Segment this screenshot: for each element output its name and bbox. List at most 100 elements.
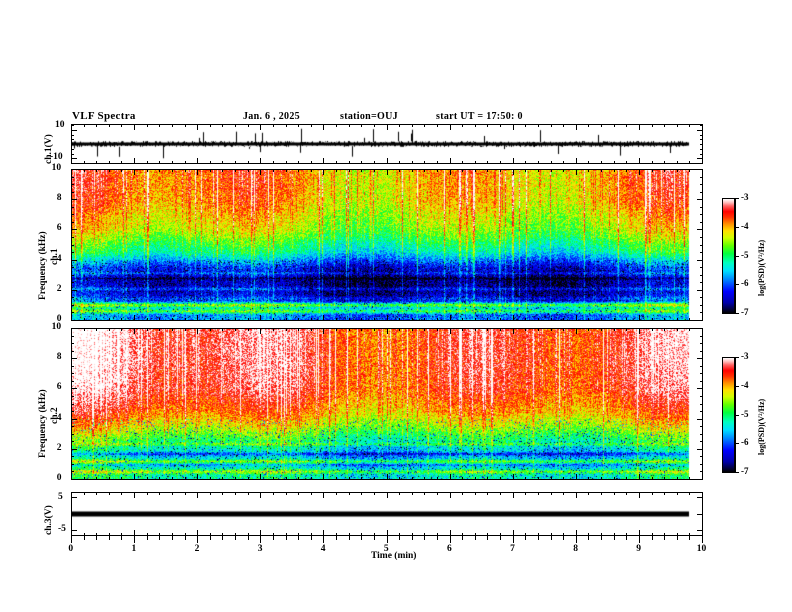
- ch2-spectrogram-xtick: [664, 328, 666, 331]
- ch1-spectrogram-ytick: [71, 252, 74, 254]
- ch1-spectrogram-xtick: [171, 318, 173, 321]
- ch2-spectrogram-ytick: [71, 350, 74, 352]
- x-axis-tick: [462, 536, 464, 540]
- ch2-spectrogram-xtick: [373, 328, 375, 331]
- colorbar-tick-label-neg5: -5: [741, 408, 749, 419]
- ch2-spectrogram-xtick: [651, 328, 653, 331]
- ch1-waveform-xtick: [83, 161, 85, 164]
- ch2-spectrogram-xtick: [83, 328, 85, 331]
- ch2-spectrogram-ytick: [71, 448, 77, 450]
- ch2-spectrogram-xtick: [702, 328, 703, 334]
- ch1-spectrogram-ytick: [700, 221, 703, 223]
- ch3-waveform-xtick: [71, 492, 72, 498]
- ch1-waveform-xtick: [235, 124, 237, 127]
- ch3-waveform-ytick: [697, 530, 703, 531]
- ch1-waveform-ytick: [700, 148, 703, 150]
- ch1-waveform-ytick: [700, 153, 703, 155]
- ch2-spectrogram-xtick: [487, 477, 489, 480]
- ch1-spectrogram-ytick: [697, 259, 703, 261]
- ch1-waveform-xtick: [550, 124, 552, 127]
- ch2-spectrogram-xtick: [222, 328, 224, 331]
- ch3-waveform-xtick: [512, 492, 514, 498]
- ch1-waveform-xtick: [108, 161, 110, 164]
- ch1-waveform-ytick: [700, 163, 703, 164]
- ch1-spectrogram-ytick-label-10: 10: [51, 163, 62, 173]
- ch2-spectrogram-xtick: [159, 328, 161, 331]
- ch3-waveform-xtick: [209, 533, 211, 536]
- ch1-spectrogram-xtick: [537, 318, 539, 321]
- ch3-waveform-xtick: [209, 492, 211, 495]
- ch2-spectrogram-ytick: [700, 395, 703, 397]
- ch3-waveform-xtick: [411, 492, 413, 495]
- ch2-spectrogram-xtick: [702, 474, 703, 480]
- ch1-waveform-xtick: [386, 124, 388, 130]
- ch1-spectrogram-ytick: [71, 320, 77, 321]
- ch1-waveform-xtick: [626, 124, 628, 127]
- ch1-spectrogram-xtick: [222, 169, 224, 172]
- ch1-spectrogram-ytick: [700, 206, 703, 208]
- ch1-spectrogram-xtick: [638, 169, 640, 175]
- ch3-waveform-xtick: [449, 492, 451, 498]
- ch2-spectrogram-ytick: [697, 418, 703, 420]
- ch1-spectrogram-xtick: [361, 169, 363, 172]
- ch3-waveform-xtick: [462, 492, 464, 495]
- ch2-spectrogram-xtick: [146, 477, 148, 480]
- ch3-waveform-xtick: [386, 492, 388, 498]
- ch1-waveform-xtick: [411, 161, 413, 164]
- ch2-spectrogram-xtick: [563, 477, 565, 480]
- ch2-spectrogram-ytick: [700, 433, 703, 435]
- colorbar-tick: [735, 385, 739, 387]
- ch2-spectrogram-ytick: [697, 358, 703, 360]
- colorbar-tick-label-neg6: -6: [741, 437, 749, 448]
- ch1-spectrogram-ytick: [700, 312, 703, 314]
- ch3-waveform-xtick: [487, 533, 489, 536]
- ch1-spectrogram-xtick: [676, 169, 678, 172]
- ch1-waveform-xtick: [651, 124, 653, 127]
- ch3-waveform-xtick: [626, 492, 628, 495]
- ch3-waveform-xtick: [537, 533, 539, 536]
- ch3-waveform-xtick: [348, 533, 350, 536]
- ch1-waveform-xtick: [361, 124, 363, 127]
- ch1-spectrogram-ytick: [697, 320, 703, 321]
- colorbar-ch1: [722, 198, 735, 314]
- ch3-waveform-xtick: [563, 492, 565, 495]
- ch2-spectrogram-xtick: [563, 328, 565, 331]
- ch1-spectrogram-ytick: [71, 274, 74, 276]
- ch1-waveform-xtick: [424, 124, 426, 127]
- ch2-spectrogram-xtick: [601, 328, 603, 331]
- ch1-waveform-xtick: [487, 124, 489, 127]
- ch2-spectrogram-ytick: [700, 380, 703, 382]
- ch3-waveform-xtick: [500, 533, 502, 536]
- ch3-waveform-xtick: [272, 533, 274, 536]
- x-axis-tick: [373, 536, 375, 540]
- x-axis-tick: [474, 536, 476, 540]
- x-axis-tick: [184, 536, 186, 540]
- ch1-spectrogram-xtick: [411, 318, 413, 321]
- ch1-spectrogram-xtick: [449, 315, 451, 321]
- ch3-waveform-xtick: [361, 533, 363, 536]
- ch3-waveform-xtick: [676, 533, 678, 536]
- ch1-spectrogram-ytick: [697, 289, 703, 291]
- ch1-spectrogram-xtick: [83, 169, 85, 172]
- ch2-spectrogram-ytick: [697, 328, 703, 329]
- ch1-spectrogram-ytick: [700, 184, 703, 186]
- colorbar-tick-label-neg4: -4: [741, 379, 749, 390]
- x-axis-tick: [247, 536, 249, 540]
- ch2-spectrogram-ytick: [71, 418, 77, 420]
- ch3-waveform-panel: [71, 492, 703, 536]
- ch1-waveform-xtick: [159, 161, 161, 164]
- ch2-spectrogram-xtick: [676, 328, 678, 331]
- ch1-waveform-xtick: [298, 124, 300, 127]
- ch1-spectrogram-ytick-label-0: 0: [56, 314, 62, 324]
- x-axis-tick: [209, 536, 211, 540]
- ch1-waveform-xtick: [197, 124, 199, 130]
- ch1-spectrogram-xtick: [146, 169, 148, 172]
- ch1-spectrogram-ytick: [71, 229, 77, 231]
- x-axis-tick: [500, 536, 502, 540]
- ch1-spectrogram-ytick: [71, 312, 74, 314]
- ch2-spectrogram-xtick: [613, 477, 615, 480]
- ch1-spectrogram-xtick: [235, 169, 237, 172]
- ch2-spectrogram-xtick: [310, 328, 312, 331]
- ch2-spectrogram-ytick: [71, 395, 74, 397]
- ch1-ytick-bottom: -10: [50, 152, 63, 162]
